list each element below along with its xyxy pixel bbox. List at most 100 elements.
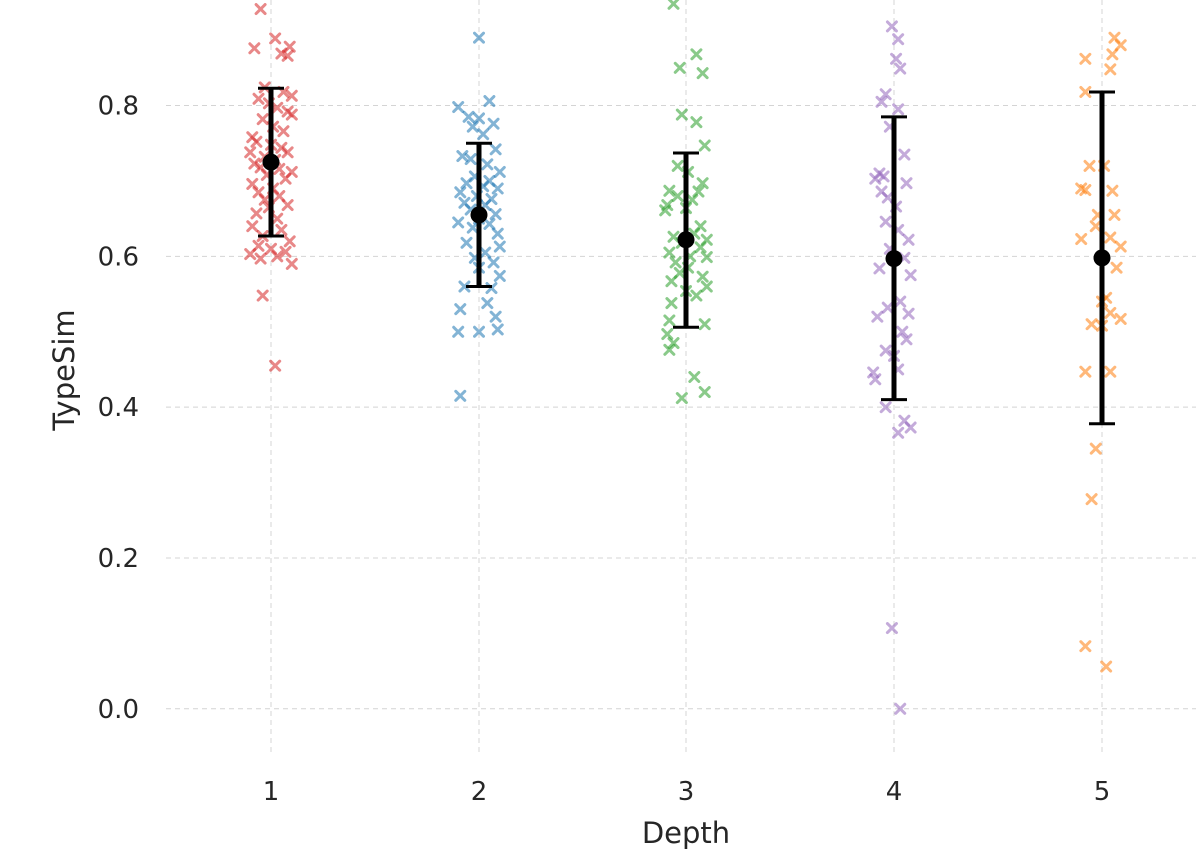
data-point-depth-1: [283, 235, 296, 248]
mean-marker-depth-5: [1093, 249, 1111, 267]
y-axis-label: TypeSim: [47, 309, 81, 431]
data-point-depth-4: [900, 177, 913, 190]
grid-lines: [166, 0, 1196, 754]
data-point-depth-3: [671, 190, 684, 203]
data-point-depth-3: [663, 246, 676, 259]
data-point-depth-3: [673, 61, 686, 74]
data-point-depth-2: [477, 128, 490, 141]
data-point-depth-2: [493, 240, 506, 253]
y-tick-label: 0.8: [98, 92, 139, 122]
data-point-depth-5: [1085, 318, 1098, 331]
data-point-depth-2: [487, 117, 500, 130]
data-point-depth-3: [665, 275, 678, 288]
data-point-depth-1: [246, 220, 259, 233]
data-point-depth-4: [892, 426, 905, 439]
data-point-depth-3: [663, 343, 676, 356]
data-point-depth-4: [892, 103, 905, 116]
data-point-depth-2: [481, 297, 494, 310]
data-point-depth-1: [281, 49, 294, 62]
data-point-depth-4: [902, 307, 915, 320]
mean-marker-depth-3: [677, 231, 695, 249]
data-point-depth-3: [663, 184, 676, 197]
data-point-depth-4: [892, 33, 905, 46]
data-point-depth-5: [1114, 312, 1127, 325]
data-point-depth-3: [698, 139, 711, 152]
data-point-depth-4: [890, 52, 903, 65]
data-point-depth-5: [1106, 48, 1119, 61]
data-point-depth-1: [269, 32, 282, 45]
data-point-depth-4: [896, 325, 909, 338]
y-tick-label: 0.2: [98, 544, 139, 574]
data-point-depth-1: [269, 359, 282, 372]
data-point-depth-4: [902, 233, 915, 246]
x-axis-label: Depth: [642, 816, 730, 850]
data-point-depth-1: [271, 250, 284, 263]
data-point-depth-3: [698, 318, 711, 331]
data-point-depth-5: [1089, 442, 1102, 455]
data-point-depth-1: [248, 42, 261, 55]
data-point-depth-2: [489, 143, 502, 156]
data-point-depth-5: [1079, 365, 1092, 378]
data-point-depth-2: [452, 101, 465, 114]
mean-errorbars: [258, 86, 1115, 426]
data-point-depth-4: [898, 148, 911, 161]
data-point-depth-2: [466, 221, 479, 234]
data-point-depth-4: [879, 88, 892, 101]
data-point-depth-2: [483, 217, 496, 230]
data-point-depth-5: [1114, 240, 1127, 253]
data-point-depth-3: [667, 337, 680, 350]
data-point-depth-4: [904, 269, 917, 282]
data-point-depth-3: [700, 251, 713, 264]
data-point-depth-5: [1089, 220, 1102, 233]
data-point-depth-3: [671, 159, 684, 172]
x-tick-label: 2: [471, 777, 488, 807]
data-point-depth-1: [256, 289, 269, 302]
data-point-depth-1: [254, 3, 267, 16]
data-point-depth-1: [244, 146, 257, 159]
data-point-depth-3: [690, 48, 703, 61]
data-point-depth-5: [1085, 493, 1098, 506]
data-point-depth-3: [696, 67, 709, 80]
y-tick-label: 0.0: [98, 695, 139, 725]
data-point-depth-2: [460, 236, 473, 249]
data-point-depth-1: [244, 248, 257, 261]
data-point-depth-4: [869, 373, 882, 386]
data-point-depth-2: [460, 177, 473, 190]
data-point-depth-2: [487, 256, 500, 269]
data-point-depth-5: [1104, 231, 1117, 244]
data-point-depth-5: [1079, 52, 1092, 65]
data-point-depth-2: [489, 310, 502, 323]
data-point-depth-1: [281, 199, 294, 212]
data-point-depth-2: [464, 153, 477, 166]
data-point-depth-5: [1079, 640, 1092, 653]
data-point-depth-4: [879, 344, 892, 357]
data-point-depth-4: [879, 215, 892, 228]
data-point-depth-2: [454, 303, 467, 316]
data-point-depth-1: [285, 108, 298, 121]
data-point-depth-3: [675, 108, 688, 121]
data-point-depth-4: [904, 421, 917, 434]
data-point-depth-4: [881, 301, 894, 314]
data-point-depth-2: [493, 269, 506, 282]
data-point-depth-4: [885, 20, 898, 33]
mean-marker-depth-4: [885, 250, 903, 268]
data-point-depth-3: [661, 328, 674, 341]
y-tick-label: 0.6: [98, 242, 139, 272]
data-point-depth-5: [1110, 261, 1123, 274]
data-point-depth-5: [1104, 365, 1117, 378]
data-point-depth-2: [452, 325, 465, 338]
data-point-depth-2: [483, 95, 496, 108]
data-point-depth-1: [285, 257, 298, 270]
data-point-depth-4: [894, 62, 907, 75]
data-point-depth-3: [688, 371, 701, 383]
data-point-depth-1: [271, 101, 284, 114]
data-point-depth-4: [875, 95, 888, 108]
data-point-depth-3: [667, 0, 680, 10]
y-axis-ticks: 0.0 0.2 0.4 0.6 0.8: [98, 92, 139, 725]
data-point-depth-1: [271, 212, 284, 225]
data-point-depth-4: [885, 622, 898, 635]
data-point-depth-5: [1106, 184, 1119, 197]
data-point-depth-3: [696, 270, 709, 283]
data-point-depth-2: [473, 325, 485, 338]
